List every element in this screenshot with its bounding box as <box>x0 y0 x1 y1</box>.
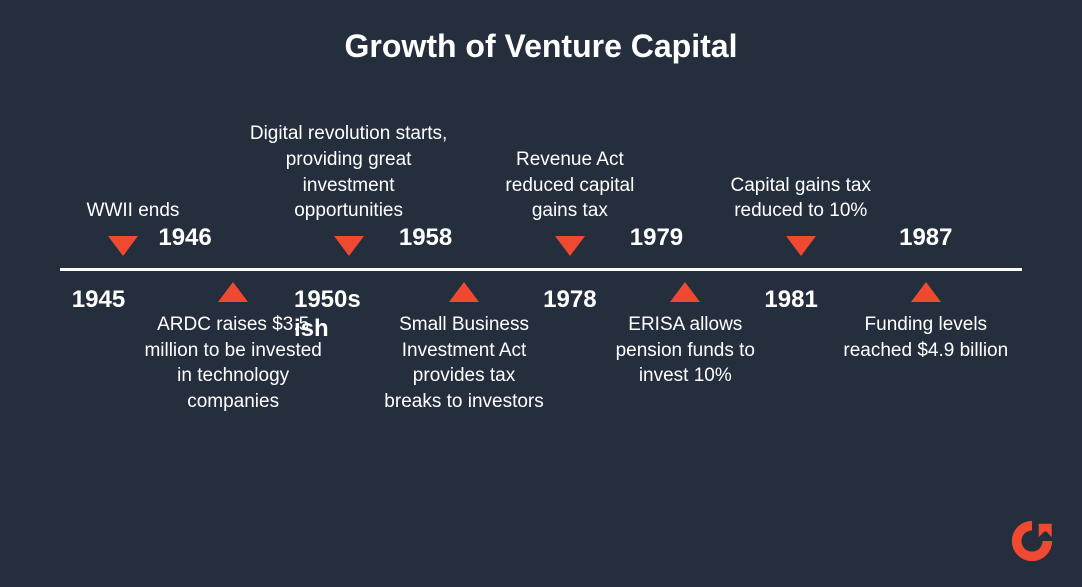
timeline-year-label: 1945 <box>72 286 125 314</box>
timeline-arrow-icon <box>334 236 364 256</box>
svg-text:2: 2 <box>1042 523 1047 533</box>
timeline-event-text: Digital revolution starts, providing gre… <box>249 121 449 224</box>
timeline-arrow-icon <box>911 282 941 302</box>
g2-logo-icon: 2 <box>1008 517 1056 565</box>
timeline-year-label: 1987 <box>899 224 952 252</box>
timeline-arrow-icon <box>670 282 700 302</box>
timeline-year-label: 1978 <box>543 286 596 314</box>
timeline-event-text: WWII ends <box>87 198 207 224</box>
page-title: Growth of Venture Capital <box>0 0 1082 65</box>
timeline-event-text: ERISA allows pension funds to invest 10% <box>600 312 770 389</box>
timeline-year-label: 1946 <box>158 224 211 252</box>
timeline-arrow-icon <box>218 282 248 302</box>
timeline-arrow-icon <box>786 236 816 256</box>
timeline-year-label: 1981 <box>764 286 817 314</box>
timeline-arrow-icon <box>555 236 585 256</box>
timeline-line <box>60 268 1022 271</box>
timeline-event-text: Funding levels reached $4.9 billion <box>841 312 1011 363</box>
timeline-arrow-icon <box>108 236 138 256</box>
timeline-event-text: Capital gains tax reduced to 10% <box>721 173 881 224</box>
timeline-event-text: Revenue Act reduced capital gains tax <box>495 147 645 224</box>
timeline-year-label: 1979 <box>630 224 683 252</box>
timeline-event-text: Small Business Investment Act provides t… <box>384 312 544 415</box>
timeline-arrow-icon <box>449 282 479 302</box>
timeline-year-label: 1950sish <box>294 286 384 344</box>
timeline-year-label: 1958 <box>399 224 452 252</box>
